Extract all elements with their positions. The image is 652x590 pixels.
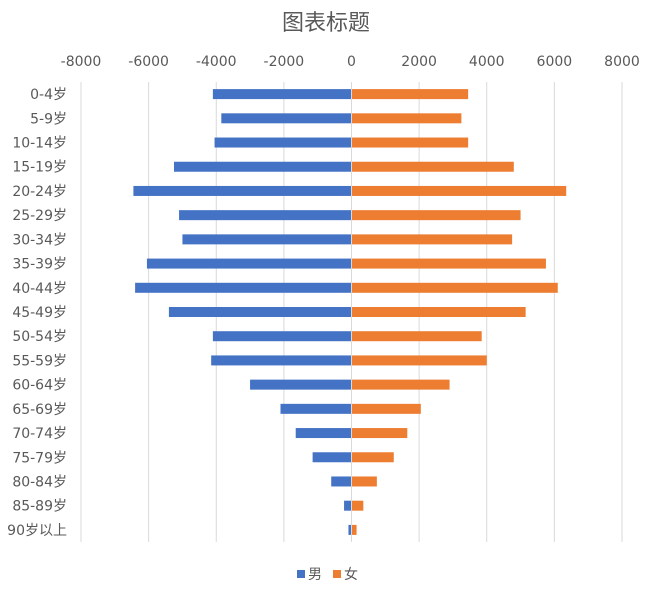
bars [133, 89, 567, 535]
chart-title: 图表标题 [282, 11, 370, 36]
category-label: 15-19岁 [12, 160, 67, 176]
bar-female [351, 524, 357, 535]
category-label: 65-69岁 [12, 402, 67, 418]
category-label: 10-14岁 [12, 136, 67, 152]
bar-male [179, 210, 352, 221]
category-label: 50-54岁 [12, 329, 67, 345]
bar-male [146, 258, 352, 269]
bar-male [280, 403, 352, 414]
category-label: 35-39岁 [12, 257, 67, 273]
category-label: 40-44岁 [12, 281, 67, 297]
bar-male [214, 137, 352, 148]
bar-female [351, 234, 513, 245]
bar-male [168, 307, 352, 317]
bar-male [295, 428, 352, 439]
bar-male [135, 282, 352, 293]
legend: 男女 [297, 566, 358, 583]
x-tick-label: 2000 [401, 54, 437, 70]
category-label: 70-74岁 [12, 426, 67, 442]
bar-female [351, 307, 526, 317]
bar-female [351, 89, 469, 100]
bar-female [351, 185, 567, 196]
bar-female [351, 113, 462, 124]
legend-swatch [297, 570, 305, 578]
x-tick-label: 4000 [469, 54, 505, 70]
category-label: 75-79岁 [12, 450, 67, 466]
category-label: 20-24岁 [12, 184, 67, 200]
bar-female [351, 355, 487, 366]
bar-male [133, 185, 352, 196]
x-tick-label: 6000 [537, 54, 573, 70]
bar-male [182, 234, 352, 245]
bar-male [312, 452, 352, 463]
bar-male [221, 113, 352, 124]
legend-label: 男 [308, 567, 322, 583]
category-labels: 0-4岁 5-9岁 10-14岁 15-19岁 20-24岁 25-29岁 30-34岁 35… [7, 87, 67, 539]
category-label: 30-34岁 [12, 232, 67, 248]
x-tick-label: 0 [347, 54, 356, 70]
category-label: 90岁以上 [7, 523, 67, 539]
x-axis-tick-labels: -8000 -6000 -4000 -2000 0 2000 4000 6000 8000 [61, 54, 640, 70]
bar-male [212, 331, 352, 342]
category-label: 55-59岁 [12, 353, 67, 369]
x-tick-label: -6000 [128, 54, 169, 70]
bar-female [351, 331, 482, 342]
bar-female [351, 161, 514, 172]
bar-female [351, 476, 377, 487]
bar-male [348, 524, 352, 535]
bar-male [331, 476, 352, 487]
bar-male [211, 355, 352, 366]
bar-female [351, 210, 521, 221]
x-tick-label: -2000 [264, 54, 305, 70]
category-label: 45-49岁 [12, 305, 67, 321]
bar-female [351, 258, 546, 269]
category-label: 60-64岁 [12, 378, 67, 394]
x-tick-label: 8000 [604, 54, 640, 70]
category-label: 80-84岁 [12, 474, 67, 490]
bar-male [212, 89, 352, 100]
legend-label: 女 [344, 566, 358, 583]
bar-female [351, 379, 450, 390]
bar-male [344, 500, 352, 511]
bar-male [173, 161, 352, 172]
category-label: 85-89岁 [12, 499, 67, 515]
category-label: 0-4岁 [30, 87, 67, 103]
x-tick-label: -8000 [61, 54, 102, 70]
x-tick-label: -4000 [196, 54, 237, 70]
bar-female [351, 500, 364, 511]
legend-swatch [333, 570, 341, 578]
bar-male [250, 379, 352, 390]
bar-female [351, 403, 421, 414]
category-label: 5-9岁 [30, 111, 67, 127]
bar-female [351, 282, 558, 293]
category-label: 25-29岁 [12, 208, 67, 224]
bar-female [351, 428, 408, 439]
bar-female [351, 452, 394, 463]
bar-female [351, 137, 469, 148]
